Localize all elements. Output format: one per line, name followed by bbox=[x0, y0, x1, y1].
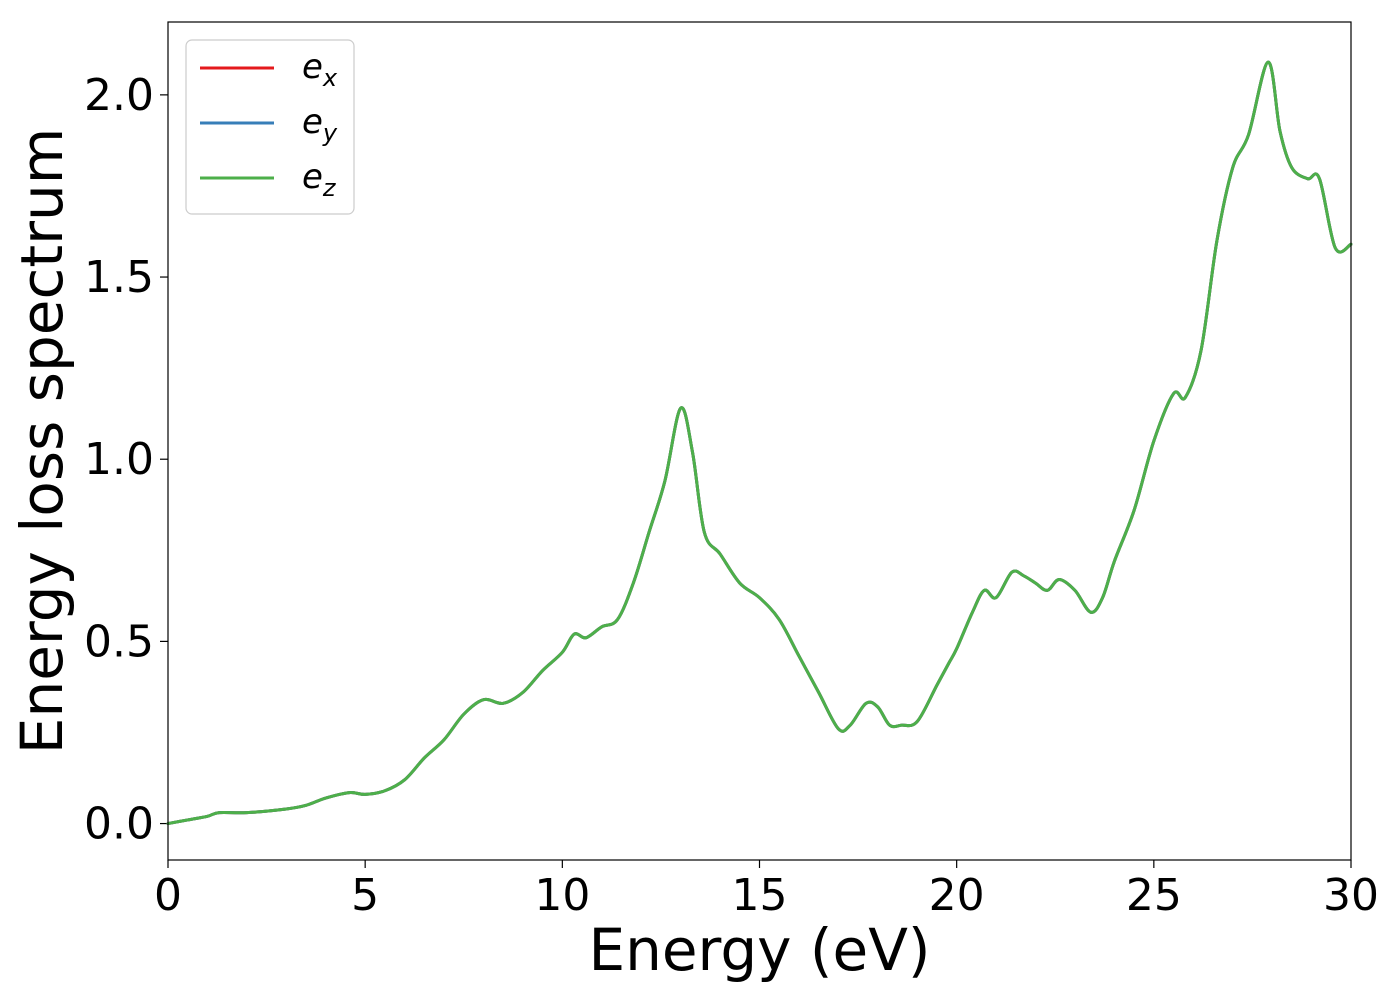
legend-label-y: ey bbox=[302, 102, 338, 147]
plot-frame bbox=[167, 21, 1352, 861]
x-axis-ticks: 0 5 10 15 20 25 30 bbox=[154, 860, 1379, 921]
series-layer bbox=[166, 60, 1353, 826]
x-tick-label: 5 bbox=[351, 870, 379, 921]
y-tick-label: 0.0 bbox=[84, 799, 154, 850]
legend-box bbox=[185, 39, 355, 215]
y-axis-label: Energy loss spectrum bbox=[8, 128, 76, 754]
x-tick-label: 30 bbox=[1323, 870, 1379, 921]
x-tick-label: 10 bbox=[534, 870, 590, 921]
x-tick-label: 0 bbox=[154, 870, 182, 921]
x-tick-label: 25 bbox=[1126, 870, 1182, 921]
y-axis-ticks: 0.0 0.5 1.0 1.5 2.0 bbox=[84, 70, 168, 850]
x-tick-label: 15 bbox=[732, 870, 788, 921]
y-tick-label: 1.5 bbox=[84, 252, 154, 303]
y-tick-label: 1.0 bbox=[84, 434, 154, 485]
legend-label-x: ex bbox=[302, 47, 338, 92]
x-tick-label: 20 bbox=[929, 870, 985, 921]
y-tick-label: 0.5 bbox=[84, 616, 154, 667]
y-tick-label: 2.0 bbox=[84, 70, 154, 121]
legend-label-z: ez bbox=[302, 157, 337, 202]
legend: ex ey ez bbox=[185, 39, 355, 215]
x-axis-label: Energy (eV) bbox=[588, 916, 930, 984]
series-line-z bbox=[166, 60, 1353, 826]
